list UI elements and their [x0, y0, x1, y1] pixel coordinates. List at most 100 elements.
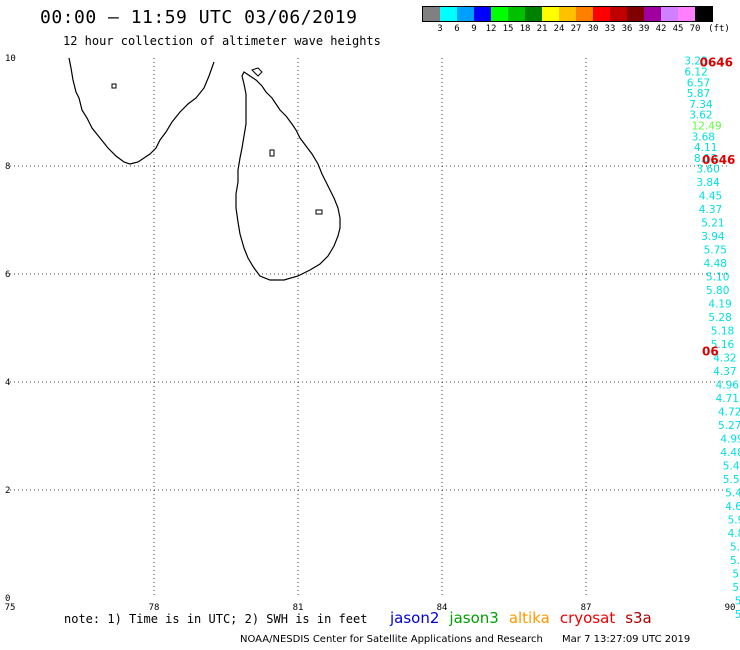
swh-value: 5.75	[704, 245, 727, 257]
swh-value: 5.18	[711, 326, 734, 338]
island-outline	[111, 83, 117, 89]
latitude-tick-label: 8	[5, 162, 10, 172]
legend-swatch	[678, 7, 695, 21]
swh-value: 4.11	[694, 142, 717, 154]
longitude-tick-label: 78	[149, 603, 160, 613]
swh-value: 4.61	[725, 501, 740, 513]
legend-label: 3	[437, 24, 443, 34]
latitude-tick-label: 2	[5, 486, 10, 496]
satellite-jason2: jason2	[390, 609, 440, 627]
swh-value: 5.10	[706, 272, 729, 284]
legend-swatch	[542, 7, 559, 21]
legend-swatch	[440, 7, 457, 21]
latitude-tick-label: 10	[5, 54, 16, 64]
legend-swatch	[559, 7, 576, 21]
legend-swatch	[576, 7, 593, 21]
legend-label: 42	[655, 24, 667, 34]
legend-label: 33	[604, 24, 616, 34]
swh-value: 5.10	[735, 596, 740, 608]
swh-value: 7.34	[689, 99, 713, 111]
island-outline	[251, 67, 263, 77]
legend-label: 6	[454, 24, 460, 34]
legend-color-bar	[422, 6, 713, 22]
legend-label: 24	[553, 24, 565, 34]
legend-swatch	[457, 7, 474, 21]
legend-swatch	[627, 7, 644, 21]
legend-labels: 3 6 9 12 15 18 21 24 27 30 33 36 39 42 45 70 (ft)	[422, 22, 730, 34]
footer: NOAA/NESDIS Center for Satellite Applica…	[240, 634, 706, 645]
swh-value: 5.54	[723, 474, 740, 486]
generated-timestamp: Mar 7 13:27:09 UTC 2019	[562, 634, 691, 645]
legend-swatch	[423, 7, 440, 21]
latitude-tick-label: 6	[5, 270, 10, 280]
swh-value: 5.09	[732, 569, 740, 581]
swh-value: 3.62	[689, 110, 712, 122]
swh-value: 4.37	[699, 204, 722, 216]
swh-value: 6.57	[687, 77, 710, 89]
island-outline	[269, 149, 275, 157]
legend-swatch	[661, 7, 678, 21]
swh-value: 3.23	[684, 56, 707, 68]
swh-value: 4.96	[716, 380, 740, 392]
swh-value: 5.16	[711, 339, 735, 351]
swh-value: 4.19	[708, 299, 731, 311]
swh-value: 3.68	[692, 131, 715, 143]
pass-time-label: 0646	[702, 153, 735, 167]
pass-time-labels: 0646 0646 06	[700, 56, 736, 359]
swh-value: 4.86	[728, 528, 740, 540]
longitude-tick-label: 87	[581, 603, 592, 613]
swh-value: 4.71	[716, 393, 739, 405]
swh-value: 3.84	[696, 177, 720, 189]
swh-value: 5.80	[706, 285, 729, 297]
swh-value: 5.21	[701, 218, 724, 230]
legend-label: 12	[485, 24, 497, 34]
swh-value: 4.45	[699, 191, 722, 203]
island-outline	[315, 209, 323, 215]
satellite-jason3: jason3	[449, 609, 499, 627]
longitude-tick-label: 75	[5, 603, 16, 613]
swh-value: 5.92	[728, 515, 740, 527]
longitude-tick-label: 84	[437, 603, 448, 613]
legend-swatch	[695, 7, 712, 21]
india-coastline	[68, 57, 215, 165]
agency-credit: NOAA/NESDIS Center for Satellite Applica…	[240, 634, 543, 645]
grid-lines	[10, 58, 730, 598]
swh-value: 8.12	[694, 153, 717, 165]
swh-value: 12.49	[692, 121, 722, 133]
legend-swatch	[491, 7, 508, 21]
swh-value: 5.27	[718, 420, 740, 432]
swh-value: 3.60	[696, 164, 719, 176]
legend-label: 21	[536, 24, 548, 34]
legend-swatch	[525, 7, 542, 21]
legend-label: 9	[471, 24, 477, 34]
swh-value: 6.12	[684, 67, 707, 79]
map-title: 00:00 – 11:59 UTC 03/06/2019	[40, 7, 358, 28]
pass-time-label: 06	[702, 345, 719, 359]
swh-value: 4.99	[720, 434, 740, 446]
swh-value: 5.48	[723, 461, 740, 473]
legend-swatch	[474, 7, 491, 21]
longitude-tick-label: 81	[293, 603, 304, 613]
satellite-legend: jason2 jason3 altika cryosat s3a	[390, 609, 662, 627]
legend-label: 18	[519, 24, 531, 34]
wave-height-values: 3.236.126.575.877.343.6212.493.684.118.1…	[684, 56, 740, 622]
pass-time-label: 0646	[700, 56, 733, 70]
legend-swatch	[593, 7, 610, 21]
satellite-cryosat: cryosat	[559, 609, 616, 627]
sri-lanka-coastline	[235, 71, 341, 281]
satellite-altika: altika	[508, 609, 550, 627]
swh-value: 4.72	[718, 407, 740, 419]
swh-value: 4.48	[720, 447, 740, 459]
legend-label: 39	[638, 24, 650, 34]
coastlines	[68, 57, 341, 281]
legend-swatch	[644, 7, 661, 21]
wave-height-legend: 3 6 9 12 15 18 21 24 27 30 33 36 39 42 45 70 (ft)	[422, 6, 730, 34]
legend-swatch	[508, 7, 525, 21]
swh-value: 4.37	[713, 366, 736, 378]
legend-label: 15	[502, 24, 514, 34]
axis-ticks: 75 78 81 84 87 90 0 2 4 6 8 10	[5, 54, 736, 613]
units-note: note: 1) Time is in UTC; 2) SWH is in fe…	[64, 612, 368, 626]
swh-value: 5.87	[687, 88, 710, 100]
legend-unit: (ft)	[708, 24, 730, 34]
